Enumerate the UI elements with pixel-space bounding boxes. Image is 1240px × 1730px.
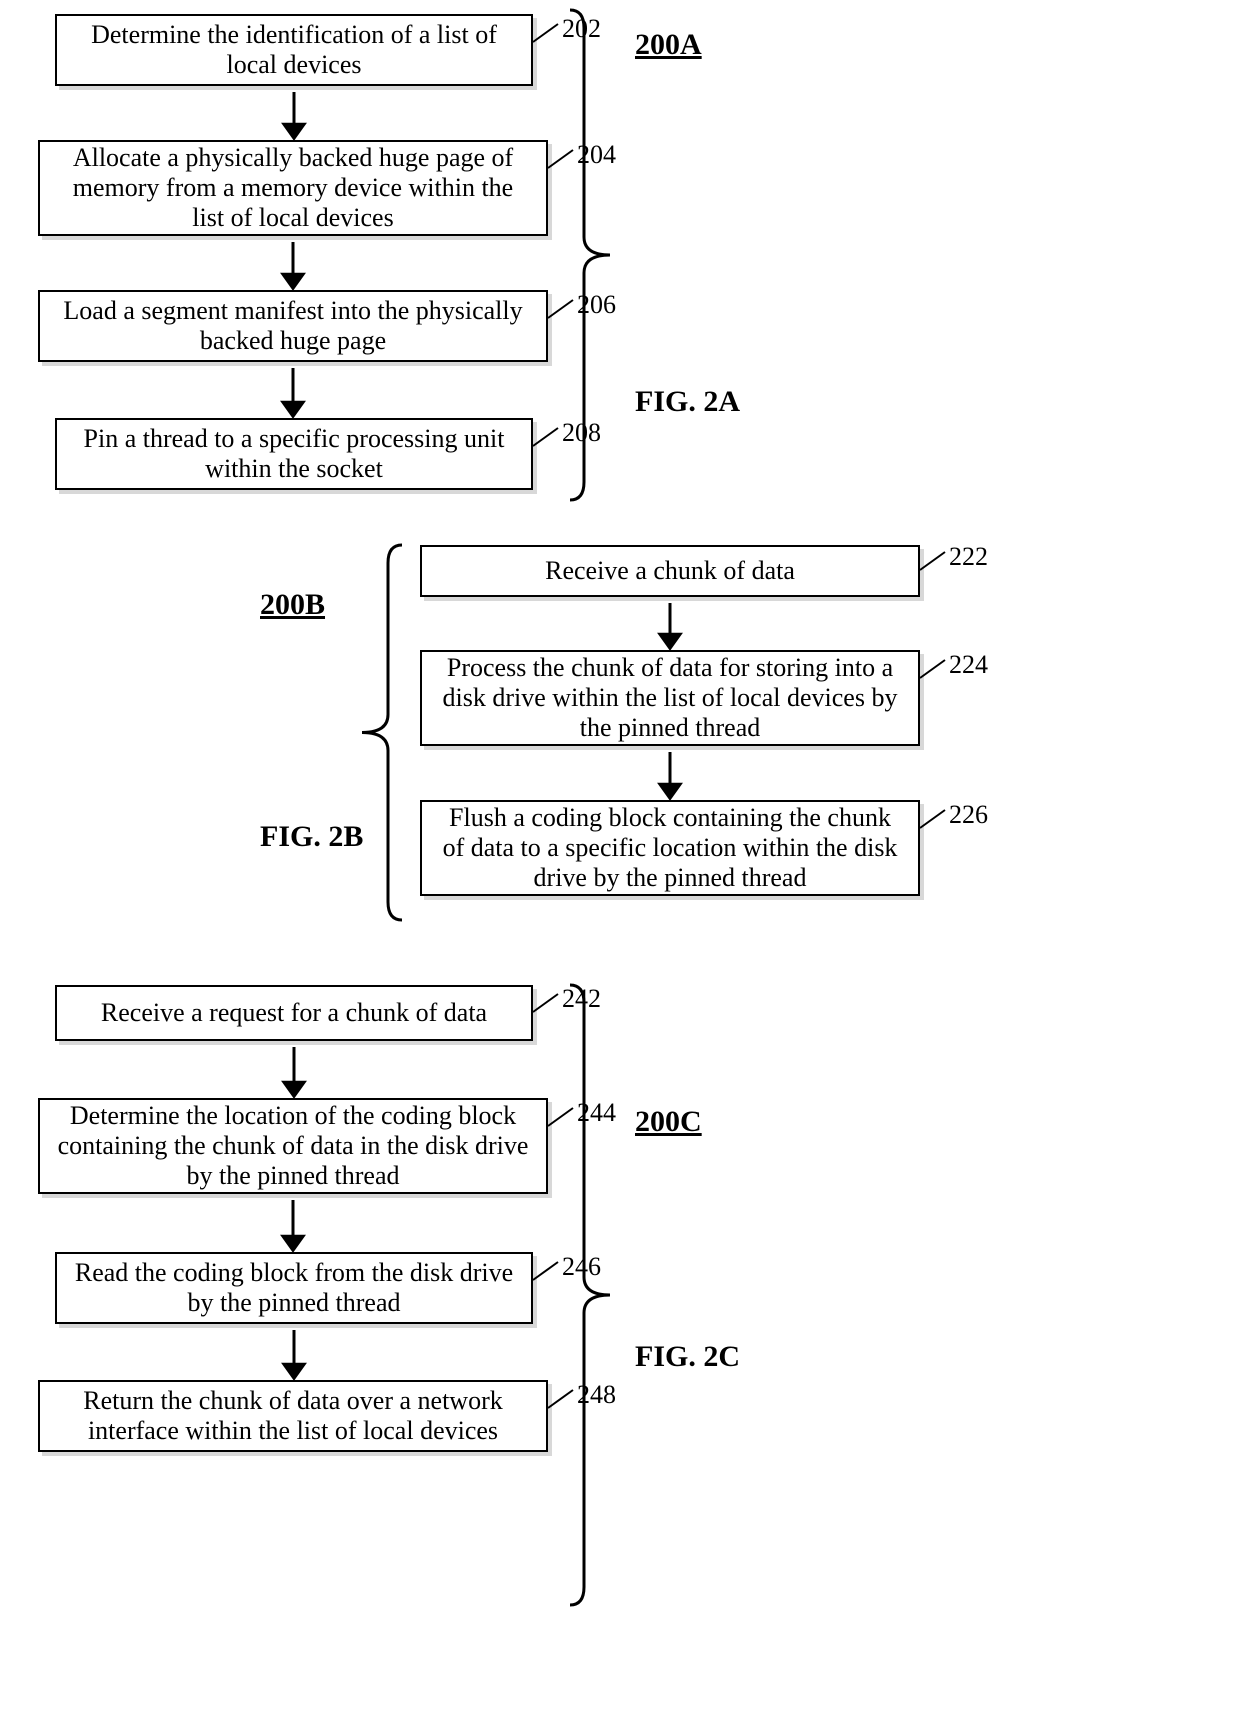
flow-node: Receive a request for a chunk of data xyxy=(55,985,533,1041)
ref-number: 242 xyxy=(562,984,601,1014)
ref-number: 248 xyxy=(577,1380,616,1410)
node-text: Read the coding block from the disk driv… xyxy=(71,1258,517,1318)
ref-number: 208 xyxy=(562,418,601,448)
flow-node: Determine the identification of a list o… xyxy=(55,14,533,86)
node-text: Pin a thread to a specific processing un… xyxy=(71,424,517,484)
node-text: Load a segment manifest into the physica… xyxy=(54,296,532,356)
flow-node: Load a segment manifest into the physica… xyxy=(38,290,548,362)
group-label: 200A xyxy=(635,28,702,62)
flow-node: Determine the location of the coding blo… xyxy=(38,1098,548,1194)
flow-node: Return the chunk of data over a network … xyxy=(38,1380,548,1452)
ref-number: 222 xyxy=(949,542,988,572)
flow-node: Flush a coding block containing the chun… xyxy=(420,800,920,896)
ref-number: 206 xyxy=(577,290,616,320)
node-text: Determine the location of the coding blo… xyxy=(54,1101,532,1191)
ref-number: 224 xyxy=(949,650,988,680)
node-text: Return the chunk of data over a network … xyxy=(54,1386,532,1446)
group-label: 200B xyxy=(260,588,325,622)
flow-node: Allocate a physically backed huge page o… xyxy=(38,140,548,236)
ref-number: 246 xyxy=(562,1252,601,1282)
flow-node: Read the coding block from the disk driv… xyxy=(55,1252,533,1324)
figure-label: FIG. 2B xyxy=(260,820,363,854)
ref-number: 204 xyxy=(577,140,616,170)
flow-node: Process the chunk of data for storing in… xyxy=(420,650,920,746)
node-text: Receive a request for a chunk of data xyxy=(101,998,487,1028)
group-label: 200C xyxy=(635,1105,702,1139)
node-text: Flush a coding block containing the chun… xyxy=(436,803,904,893)
flow-node: Pin a thread to a specific processing un… xyxy=(55,418,533,490)
node-text: Allocate a physically backed huge page o… xyxy=(54,143,532,233)
figure-label: FIG. 2A xyxy=(635,385,740,419)
node-text: Determine the identification of a list o… xyxy=(71,20,517,80)
ref-number: 244 xyxy=(577,1098,616,1128)
ref-number: 202 xyxy=(562,14,601,44)
flow-node: Receive a chunk of data xyxy=(420,545,920,597)
ref-number: 226 xyxy=(949,800,988,830)
node-text: Receive a chunk of data xyxy=(545,556,795,586)
node-text: Process the chunk of data for storing in… xyxy=(436,653,904,743)
figure-label: FIG. 2C xyxy=(635,1340,740,1374)
